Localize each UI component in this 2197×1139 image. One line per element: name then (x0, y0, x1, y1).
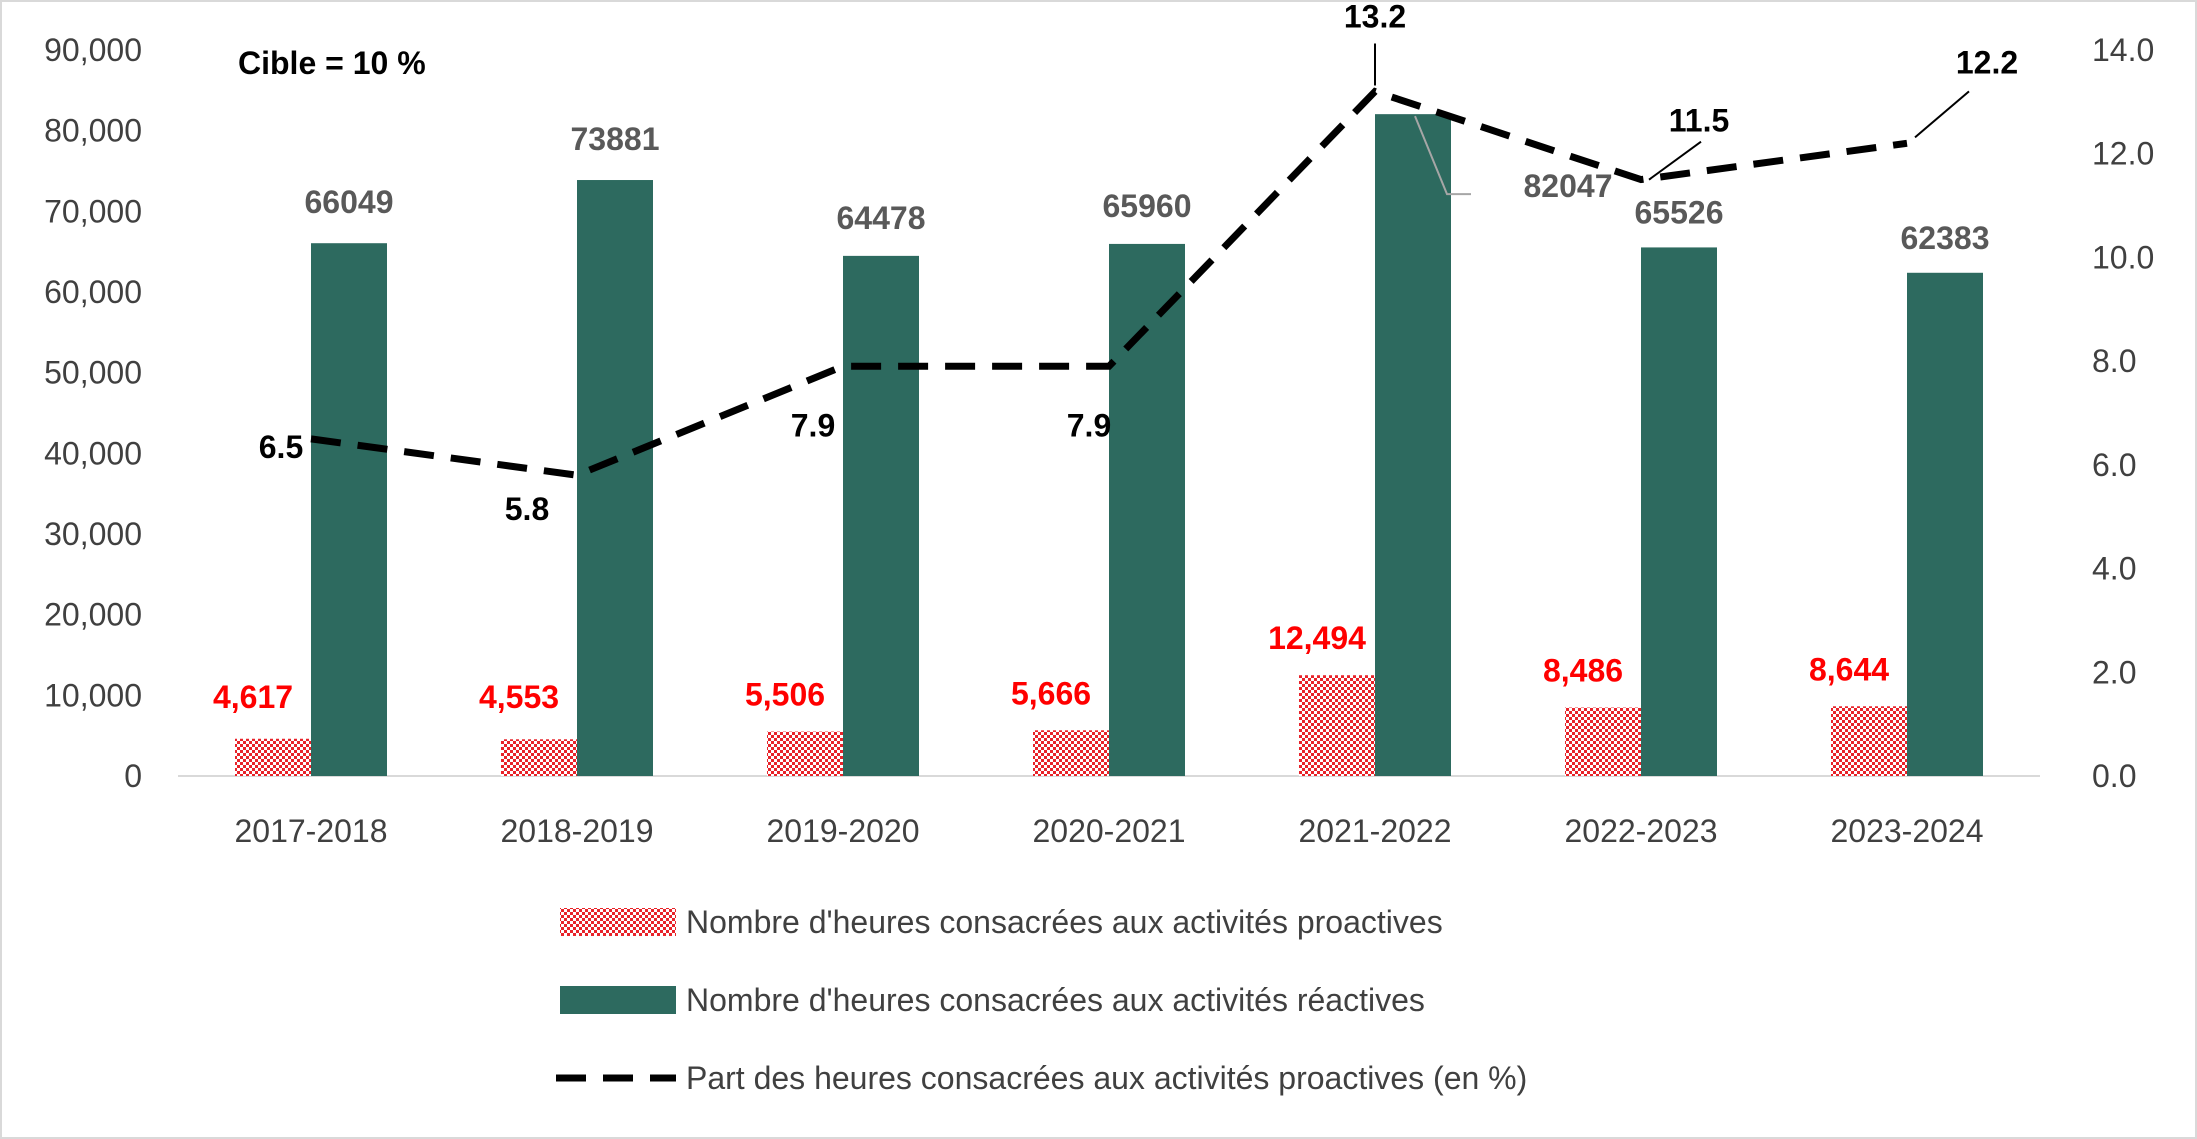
y-right-tick-label: 6.0 (2092, 447, 2136, 483)
data-label-reactive: 73881 (571, 121, 660, 157)
data-label-percent: 5.8 (505, 491, 549, 527)
x-tick-label: 2022-2023 (1564, 813, 1717, 849)
data-label-proactive: 12,494 (1268, 620, 1366, 656)
bar-reactive (1109, 243, 1185, 776)
x-tick-label: 2023-2024 (1830, 813, 1983, 849)
y-left-tick-label: 30,000 (44, 516, 142, 552)
data-label-percent: 11.5 (1669, 103, 1730, 139)
y-right-tick-label: 14.0 (2092, 32, 2154, 68)
x-tick-label: 2021-2022 (1298, 813, 1451, 849)
y-right-tick-label: 0.0 (2092, 758, 2136, 794)
bar-reactive (843, 255, 919, 777)
bar-proactive (1033, 730, 1109, 776)
y-left-tick-label: 80,000 (44, 113, 142, 149)
y-left-tick-label: 10,000 (44, 677, 142, 713)
bar-reactive (577, 180, 653, 776)
bar-proactive (501, 739, 577, 776)
data-label-reactive: 66049 (305, 184, 394, 220)
data-label-proactive: 8,486 (1543, 653, 1623, 689)
x-tick-label: 2018-2019 (500, 813, 653, 849)
y-left-tick-label: 0 (124, 758, 142, 794)
legend-label: Part des heures consacrées aux activités… (686, 1060, 1527, 1096)
line-series (310, 87, 1908, 479)
target-annotation: Cible = 10 % (238, 45, 426, 81)
legend: Nombre d'heures consacrées aux activités… (556, 904, 1527, 1096)
x-tick-label: 2017-2018 (234, 813, 387, 849)
y-right-tick-label: 10.0 (2092, 239, 2154, 275)
data-labels: 4,617 4,553 5,506 5,666 12,494 8,486 8,644 6604… (213, 0, 2018, 715)
bar-proactive (235, 738, 311, 776)
y-right-tick-label: 2.0 (2092, 654, 2136, 690)
y-right-tick-label: 12.0 (2092, 136, 2154, 172)
legend-label: Nombre d'heures consacrées aux activités… (686, 982, 1425, 1018)
data-label-proactive: 4,553 (479, 679, 559, 715)
data-label-percent: 7.9 (1067, 407, 1111, 443)
leader-line (1414, 115, 1471, 196)
x-tick-label: 2019-2020 (766, 813, 919, 849)
data-label-percent: 13.2 (1344, 0, 1406, 34)
legend-swatch-proactive (560, 908, 676, 936)
data-label-percent: 12.2 (1956, 44, 2018, 80)
leader-line (1914, 90, 1970, 139)
bar-reactive (311, 243, 387, 777)
legend-swatch-reactive (560, 986, 676, 1014)
bar-proactive (1831, 706, 1907, 776)
x-tick-label: 2020-2021 (1032, 813, 1185, 849)
bar-reactive (1907, 272, 1983, 776)
data-label-proactive: 8,644 (1809, 651, 1889, 687)
bar-proactive (1299, 675, 1375, 776)
data-label-reactive: 62383 (1901, 220, 1990, 256)
legend-label: Nombre d'heures consacrées aux activités… (686, 904, 1443, 940)
data-label-reactive: 82047 (1524, 168, 1613, 204)
y-left-tick-label: 20,000 (44, 597, 142, 633)
data-label-reactive: 65526 (1635, 194, 1724, 230)
bar-proactive (1565, 707, 1641, 776)
leader-line (1648, 140, 1702, 181)
bar-proactive (767, 731, 843, 776)
y-left-tick-label: 60,000 (44, 274, 142, 310)
y-right-tick-label: 4.0 (2092, 551, 2136, 587)
data-label-proactive: 4,617 (213, 679, 293, 715)
bars (235, 114, 1983, 777)
line-percent-proactive (310, 87, 1908, 479)
y-left-tick-label: 50,000 (44, 355, 142, 391)
axes: 0 10,000 20,000 30,000 40,000 50,000 60,000 70,… (44, 32, 2154, 849)
bar-reactive (1641, 247, 1717, 777)
data-label-reactive: 64478 (837, 200, 926, 236)
y-left-tick-label: 40,000 (44, 435, 142, 471)
data-label-proactive: 5,506 (745, 677, 825, 713)
y-left-tick-label: 70,000 (44, 193, 142, 229)
data-label-proactive: 5,666 (1011, 675, 1091, 711)
data-label-percent: 6.5 (259, 429, 303, 465)
data-label-percent: 7.9 (791, 407, 835, 443)
bar-reactive (1375, 114, 1451, 777)
data-label-reactive: 65960 (1103, 188, 1192, 224)
y-right-tick-label: 8.0 (2092, 343, 2136, 379)
y-left-tick-label: 90,000 (44, 32, 142, 68)
